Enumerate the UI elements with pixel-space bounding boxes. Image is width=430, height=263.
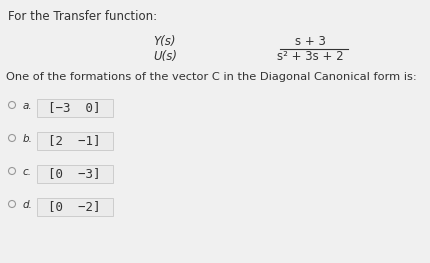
Text: [2  −1]: [2 −1] [48, 134, 101, 147]
FancyBboxPatch shape [37, 164, 113, 183]
Text: b.: b. [23, 134, 33, 144]
Text: [−3  0]: [−3 0] [48, 101, 101, 114]
Text: One of the formations of the vector C in the Diagonal Canonical form is:: One of the formations of the vector C in… [6, 72, 417, 82]
Text: a.: a. [23, 101, 33, 111]
Text: d.: d. [23, 200, 33, 210]
Text: [0  −3]: [0 −3] [48, 167, 101, 180]
Text: s + 3: s + 3 [295, 35, 326, 48]
Text: Y(s): Y(s) [154, 35, 176, 48]
Text: U(s): U(s) [153, 50, 177, 63]
Text: For the Transfer function:: For the Transfer function: [8, 10, 157, 23]
FancyBboxPatch shape [37, 198, 113, 215]
Text: s² + 3s + 2: s² + 3s + 2 [276, 50, 343, 63]
Text: c.: c. [23, 167, 32, 177]
Text: [0  −2]: [0 −2] [48, 200, 101, 213]
FancyBboxPatch shape [37, 99, 113, 117]
FancyBboxPatch shape [37, 132, 113, 149]
